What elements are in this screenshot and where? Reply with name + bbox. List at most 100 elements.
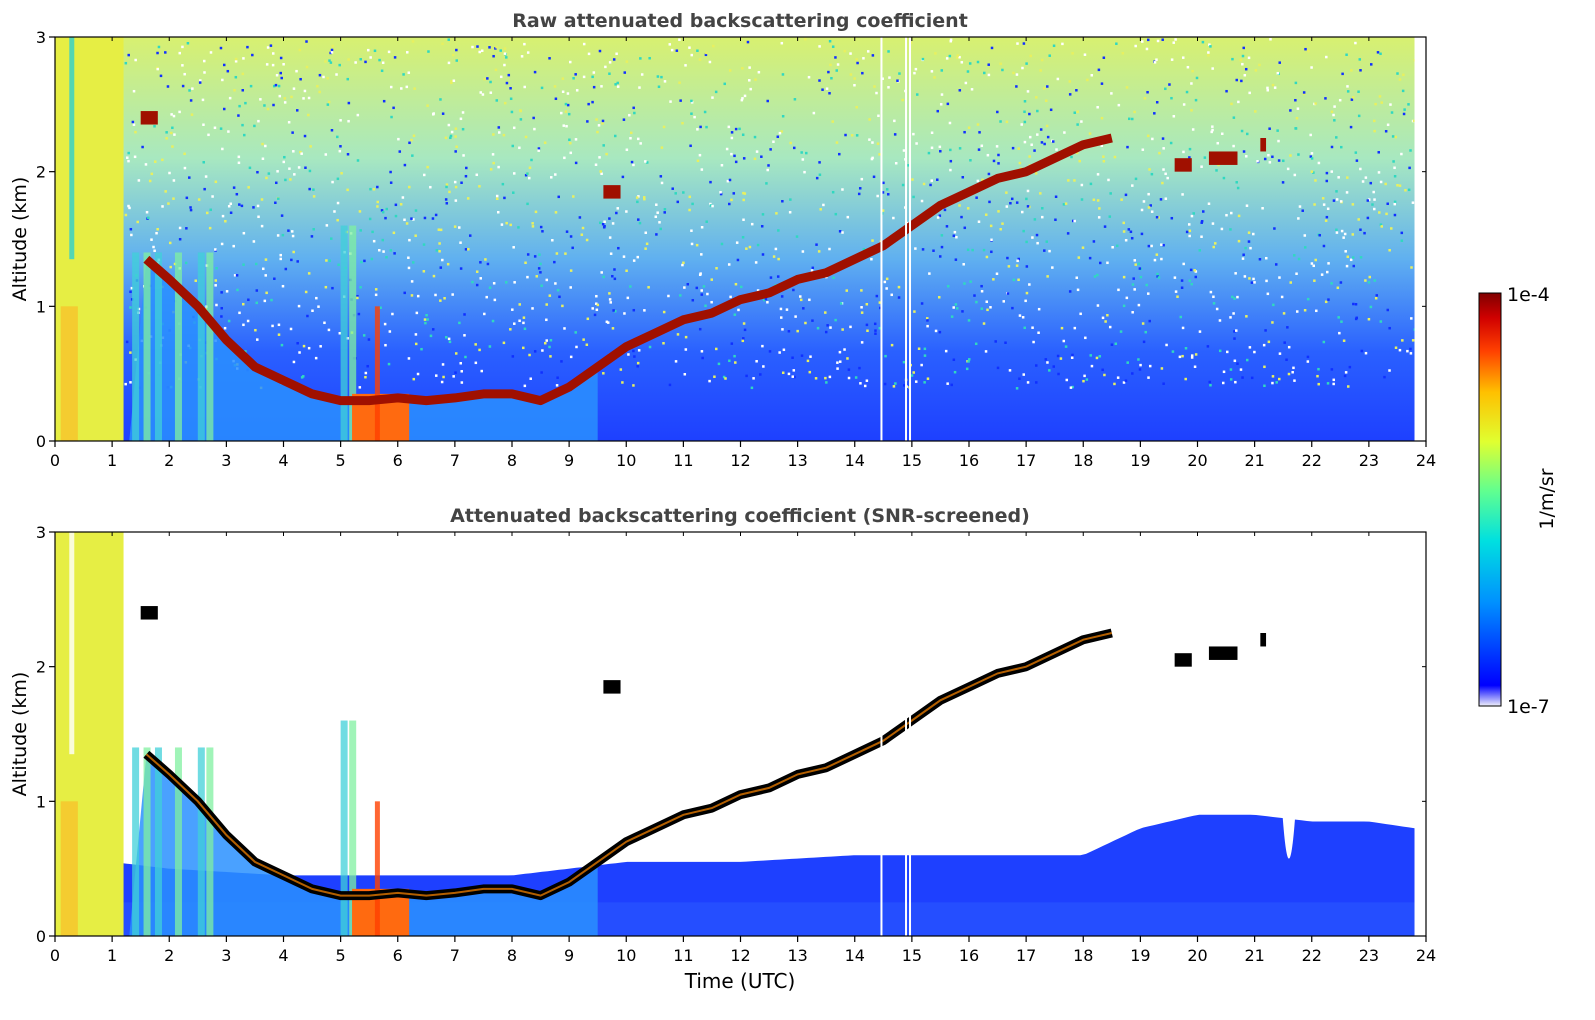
noise-pixel	[1151, 137, 1154, 141]
noise-pixel	[595, 118, 598, 121]
noise-pixel	[1141, 40, 1144, 43]
noise-pixel	[531, 307, 534, 310]
instrument-gap	[880, 37, 883, 441]
noise-pixel	[876, 194, 879, 198]
noise-pixel	[347, 119, 350, 123]
x-tick-label: 23	[1359, 946, 1379, 965]
noise-pixel	[372, 239, 376, 243]
noise-pixel	[426, 165, 429, 169]
noise-pixel	[608, 72, 611, 75]
x-tick-label: 15	[902, 451, 922, 470]
noise-pixel	[1092, 240, 1096, 243]
noise-pixel	[711, 96, 714, 99]
x-tick-label: 17	[1016, 451, 1036, 470]
noise-pixel	[824, 330, 828, 334]
noise-pixel	[1162, 147, 1165, 150]
noise-pixel	[1317, 382, 1320, 386]
noise-pixel	[1141, 148, 1145, 151]
noise-pixel	[1096, 273, 1099, 277]
noise-pixel	[1250, 281, 1254, 284]
noise-pixel	[1100, 144, 1104, 148]
noise-pixel	[1309, 155, 1313, 158]
noise-pixel	[944, 349, 948, 353]
noise-pixel	[523, 85, 526, 89]
noise-pixel	[1026, 189, 1030, 193]
noise-pixel	[271, 63, 275, 67]
noise-pixel	[172, 179, 176, 182]
noise-pixel	[986, 308, 989, 312]
noise-pixel	[1367, 281, 1371, 284]
noise-pixel	[995, 145, 999, 148]
noise-pixel	[1400, 239, 1404, 242]
noise-pixel	[975, 300, 978, 304]
noise-pixel	[523, 327, 527, 331]
noise-pixel	[574, 331, 577, 334]
noise-pixel	[602, 275, 605, 279]
noise-pixel	[676, 200, 680, 204]
noise-pixel	[1022, 42, 1026, 45]
noise-pixel	[885, 277, 889, 281]
noise-pixel	[1190, 82, 1193, 85]
noise-pixel	[548, 57, 551, 60]
noise-pixel	[533, 127, 536, 131]
noise-pixel	[1140, 232, 1144, 236]
noise-pixel	[795, 235, 799, 238]
noise-pixel	[416, 294, 420, 298]
noise-pixel	[1115, 42, 1118, 45]
noise-pixel	[1190, 354, 1194, 357]
noise-pixel	[897, 285, 901, 289]
noise-pixel	[815, 176, 819, 180]
noise-pixel	[1046, 361, 1049, 364]
noise-pixel	[948, 121, 952, 125]
noise-pixel	[431, 328, 435, 331]
noise-pixel	[671, 187, 674, 190]
noise-pixel	[625, 148, 629, 152]
noise-pixel	[761, 213, 765, 216]
noise-pixel	[975, 196, 978, 199]
x-tick-label: 3	[221, 946, 231, 965]
noise-pixel	[939, 103, 943, 106]
noise-pixel	[923, 347, 927, 351]
noise-pixel	[1045, 99, 1048, 102]
noise-pixel	[1128, 117, 1131, 121]
noise-pixel	[407, 357, 411, 360]
noise-pixel	[1102, 155, 1105, 158]
noise-pixel	[1032, 340, 1035, 344]
noise-pixel	[1145, 47, 1149, 51]
noise-pixel	[1212, 302, 1216, 305]
noise-pixel	[871, 239, 874, 242]
noise-pixel	[990, 46, 994, 50]
noise-pixel	[828, 375, 832, 379]
noise-pixel	[223, 326, 227, 330]
aerosol-streak	[197, 252, 205, 441]
noise-pixel	[750, 386, 754, 390]
noise-pixel	[1187, 223, 1191, 226]
noise-pixel	[1210, 130, 1213, 134]
colorbar-max-label: 1e-4	[1507, 284, 1550, 306]
noise-pixel	[503, 196, 506, 200]
noise-pixel	[304, 290, 308, 294]
noise-pixel	[1200, 165, 1203, 168]
noise-pixel	[358, 386, 362, 389]
noise-pixel	[1332, 199, 1336, 202]
noise-pixel	[1325, 215, 1329, 219]
noise-pixel	[858, 187, 862, 190]
noise-pixel	[914, 380, 918, 383]
noise-pixel	[1396, 72, 1399, 75]
noise-pixel	[1276, 129, 1279, 132]
noise-pixel	[1078, 159, 1081, 163]
noise-pixel	[459, 241, 462, 244]
noise-pixel	[601, 122, 604, 125]
noise-pixel	[1243, 275, 1247, 278]
noise-pixel	[1076, 288, 1080, 292]
noise-pixel	[532, 116, 535, 120]
noise-pixel	[1077, 256, 1081, 259]
noise-pixel	[967, 360, 970, 363]
noise-pixel	[1287, 345, 1291, 349]
noise-pixel	[509, 328, 512, 331]
noise-pixel	[1242, 46, 1245, 50]
noise-pixel	[887, 86, 890, 89]
boundary-layer-edge	[145, 632, 1113, 897]
noise-pixel	[1103, 373, 1106, 377]
noise-pixel	[354, 61, 357, 64]
